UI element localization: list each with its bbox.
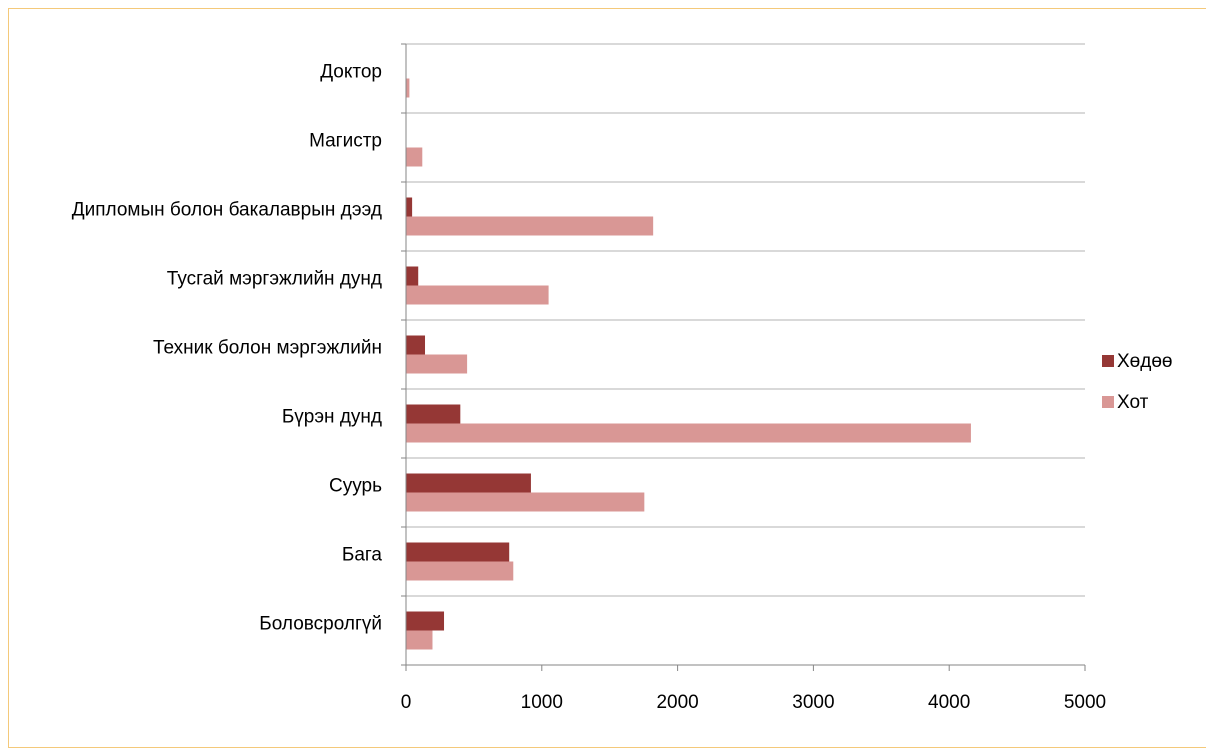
legend[interactable]: Хөдөө Хот: [1102, 351, 1172, 413]
legend-label: Хот: [1117, 392, 1149, 413]
bar-series-2: [406, 561, 514, 581]
bar-series-1: [406, 611, 445, 631]
category-label: Доктор: [320, 62, 382, 83]
bar-series-1: [406, 542, 510, 562]
bar-series-2: [406, 285, 549, 305]
grid-lines: [406, 43, 1085, 597]
bar-series-2: [406, 216, 654, 236]
x-tick-label: 3000: [792, 692, 834, 713]
category-labels: Боловсролгүй Бага Суурь Бүрэн дунд Техник бо…: [72, 62, 383, 635]
category-label: Тусгай мэргэжлийн дунд: [167, 269, 382, 290]
bar-series-2: [406, 492, 645, 512]
bar-series-2: [406, 354, 468, 374]
bar-series-2: [406, 630, 433, 650]
category-label: Магистр: [309, 131, 382, 152]
category-label: Техник болон мэргэжлийн: [153, 338, 382, 359]
bar-series-1: [406, 473, 531, 493]
axes: [401, 43, 1086, 671]
category-label: Бүрэн дунд: [282, 407, 382, 428]
category-label: Суурь: [329, 476, 382, 497]
category-label: Бага: [342, 545, 383, 566]
bar-series-1: [406, 335, 426, 355]
legend-swatch: [1102, 355, 1114, 367]
x-tick-label: 2000: [656, 692, 698, 713]
category-label: Дипломын болон бакалаврын дээд: [72, 200, 382, 221]
bars: [406, 78, 971, 650]
bar-series-2: [406, 147, 423, 167]
bar-series-1: [406, 197, 413, 217]
x-tick-label: 1000: [521, 692, 563, 713]
legend-swatch: [1102, 396, 1114, 408]
chart-frame: [8, 8, 1206, 748]
x-tick-label: 4000: [928, 692, 970, 713]
bar-series-1: [406, 266, 419, 286]
category-label: Боловсролгүй: [259, 614, 382, 635]
bar-series-2: [406, 78, 410, 98]
x-tick-label: 5000: [1064, 692, 1106, 713]
x-tick-labels: 0 1000 2000 3000 4000 5000: [401, 692, 1106, 713]
bar-series-2: [406, 423, 971, 443]
bar-series-1: [406, 404, 461, 424]
x-tick-label: 0: [401, 692, 412, 713]
legend-label: Хөдөө: [1117, 351, 1172, 372]
